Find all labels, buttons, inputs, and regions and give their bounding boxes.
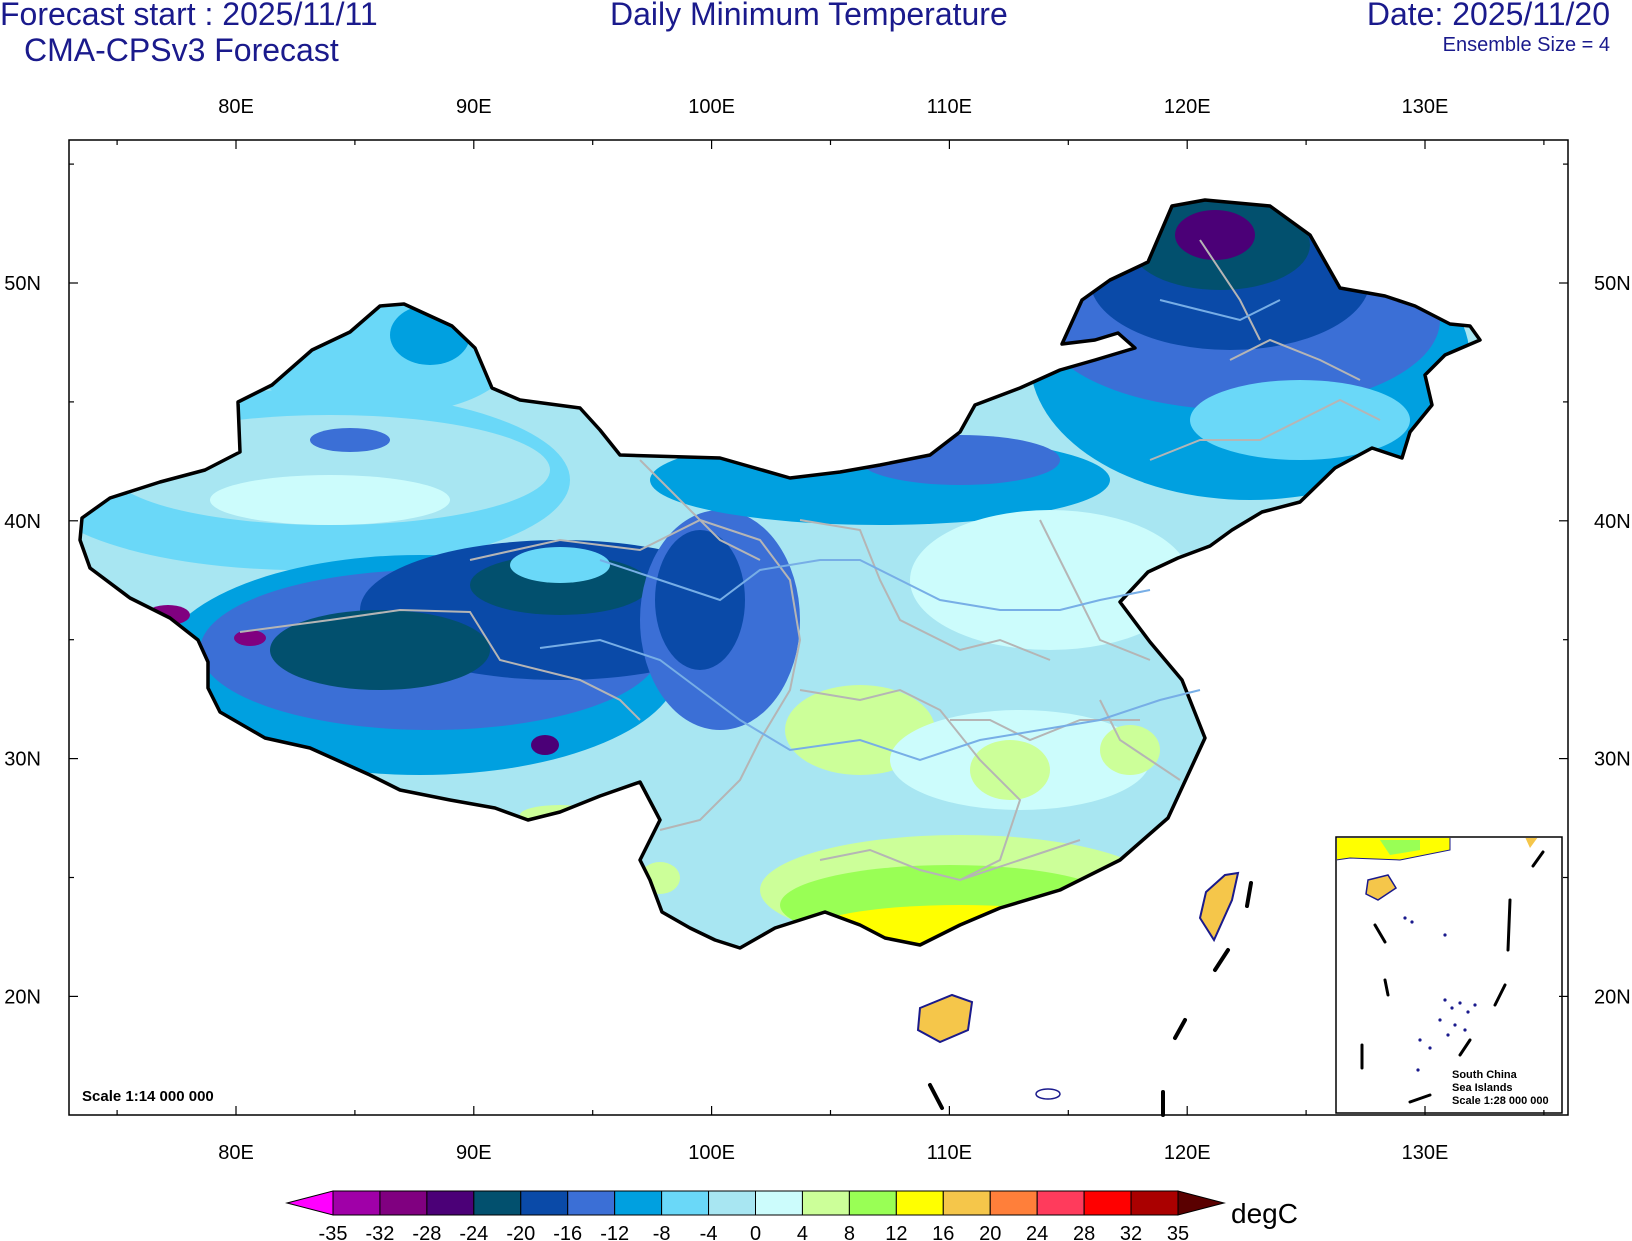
colorbar-swatch: [473, 1190, 522, 1216]
lat-tick-label-left: 20N: [4, 986, 41, 1008]
lon-tick-label-bottom: 80E: [218, 1142, 254, 1164]
colorbar-tick-label: -4: [700, 1223, 718, 1241]
inset-title-1: South China: [1452, 1069, 1518, 1081]
lon-tick-label-top: 80E: [218, 96, 254, 118]
colorbar-swatch: [848, 1190, 897, 1216]
colorbar-tick-label: 32: [1120, 1223, 1142, 1241]
lat-tick-label-right: 20N: [1594, 986, 1631, 1008]
colorbar-swatch: [661, 1190, 710, 1216]
model-label: CMA-CPSv3 Forecast: [24, 32, 339, 68]
colorbar-swatch: [520, 1190, 569, 1216]
axes: 80E 80E 90E 90E 100E 100E 110E 110E 120E 120E 130E…: [4, 96, 1630, 1164]
colorbar-tick-label: -35: [319, 1223, 348, 1241]
rivers: [539, 299, 1281, 762]
lat-tick-label-left: 30N: [4, 749, 41, 771]
inset-scale: Scale 1:28 000 000: [1452, 1095, 1549, 1107]
lon-tick-label-top: 130E: [1402, 96, 1449, 118]
colorbar-tick-label: 4: [797, 1223, 808, 1241]
colorbar-unit: degC: [1231, 1198, 1298, 1229]
lat-tick-label-right: 40N: [1594, 511, 1631, 533]
colorbar-tick-label: 16: [932, 1223, 954, 1241]
map-title: Daily Minimum Temperature: [610, 0, 1008, 32]
colorbar-swatch: [379, 1190, 428, 1216]
colorbar-tick-label: -32: [365, 1223, 394, 1241]
colorbar-swatch: [614, 1190, 663, 1216]
colorbar-tick-label: 28: [1073, 1223, 1095, 1241]
colorbar-swatch: [708, 1190, 756, 1216]
province-boundaries: [239, 239, 1381, 882]
colorbar-swatch: [801, 1190, 850, 1216]
lon-tick-label-bottom: 90E: [456, 1142, 492, 1164]
colorbar-swatch: [755, 1190, 803, 1216]
lon-tick-label-top: 110E: [927, 96, 972, 118]
china-border: [78, 198, 1482, 950]
colorbar-tick-label: 20: [979, 1223, 1001, 1241]
lat-tick-label-right: 50N: [1594, 273, 1631, 295]
colorbar-tick-label: -16: [553, 1223, 582, 1241]
colorbar-swatch: [567, 1190, 616, 1216]
lon-tick-label-bottom: 120E: [1164, 1142, 1211, 1164]
south-china-sea-inset: [1335, 836, 1563, 1114]
lon-tick-label-bottom: 110E: [927, 1142, 972, 1164]
colorbar-swatch: [895, 1190, 944, 1216]
lon-tick-label-top: 100E: [688, 96, 735, 118]
colorbar-tick-label: -28: [412, 1223, 441, 1241]
colorbar: -35 -32 -28 -24 -20 -16 -12 -8 -4 0 4 8 12 16 20 24 28 32…: [285, 1190, 1226, 1241]
lat-tick-label-left: 50N: [4, 273, 41, 295]
taiwan-island: [1198, 871, 1240, 943]
colorbar-swatch: [1083, 1190, 1132, 1216]
colorbar-swatch: [1036, 1190, 1085, 1216]
colorbar-tick-label: -20: [506, 1223, 535, 1241]
dash-line: [928, 881, 1253, 1117]
valid-date-label: Date: 2025/11/20: [1366, 0, 1610, 32]
colorbar-tick-label: 8: [844, 1223, 855, 1241]
colorbar-swatch: [989, 1190, 1038, 1216]
map-scale-label: Scale 1:14 000 000: [82, 1088, 214, 1105]
colorbar-tick-label: -8: [653, 1223, 671, 1241]
colorbar-tick-label: -24: [459, 1223, 488, 1241]
colorbar-tick-label: 0: [750, 1223, 761, 1241]
colorbar-tick-label: 12: [885, 1223, 907, 1241]
colorbar-high-arrow: [1177, 1190, 1226, 1216]
ensemble-size-label: Ensemble Size = 4: [1442, 34, 1610, 56]
lat-tick-label-right: 30N: [1594, 749, 1631, 771]
inset-title-2: Sea Islands: [1452, 1082, 1513, 1094]
colorbar-tick-label: 24: [1026, 1223, 1048, 1241]
lon-tick-label-bottom: 130E: [1402, 1142, 1449, 1164]
inset-map: [1337, 838, 1545, 1104]
lon-tick-label-top: 120E: [1164, 96, 1211, 118]
colorbar-swatch: [332, 1190, 381, 1216]
hainan-island: [916, 993, 974, 1044]
lat-tick-label-left: 40N: [4, 511, 41, 533]
colorbar-low-arrow: [285, 1190, 334, 1216]
colorbar-tick-label: -12: [600, 1223, 629, 1241]
colorbar-swatch: [1130, 1190, 1179, 1216]
lon-tick-label-bottom: 100E: [688, 1142, 735, 1164]
colorbar-swatch: [942, 1190, 991, 1216]
lon-tick-label-top: 90E: [456, 96, 492, 118]
reef-marker: [1035, 1088, 1061, 1100]
colorbar-swatch: [426, 1190, 475, 1216]
forecast-start-label: Forecast start : 2025/11/11: [0, 0, 378, 32]
colorbar-tick-label: 35: [1167, 1223, 1189, 1241]
